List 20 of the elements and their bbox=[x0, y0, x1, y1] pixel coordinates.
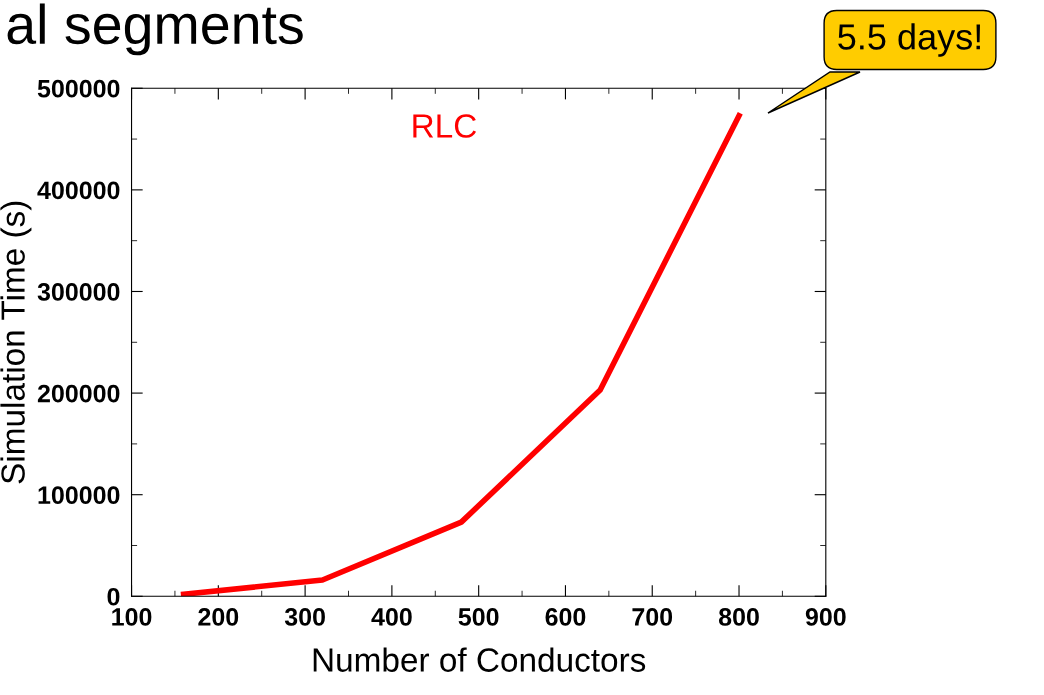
x-tick-label: 200 bbox=[198, 608, 239, 626]
chart-title: al segments bbox=[7, 3, 303, 56]
x-tick-label: 600 bbox=[545, 608, 586, 626]
x-tick-label: 700 bbox=[632, 608, 673, 626]
y-tick-label: 0 bbox=[107, 587, 120, 606]
y-tick-label: 400000 bbox=[37, 181, 120, 200]
y-tick-label: 300000 bbox=[37, 283, 120, 301]
text: 5.5 days! bbox=[838, 23, 980, 57]
y-axis-title: Simulation Time (s) bbox=[0, 201, 32, 484]
y-tick-label: 100000 bbox=[38, 486, 120, 505]
x-tick-label: 400 bbox=[371, 608, 412, 626]
x-tick-label: 900 bbox=[805, 608, 846, 626]
x-tick-label: 800 bbox=[718, 608, 759, 626]
y-tick-label: 500000 bbox=[37, 79, 120, 98]
x-tick-label: 300 bbox=[284, 608, 325, 626]
x-tick-label: 500 bbox=[458, 608, 499, 626]
text: RLC bbox=[413, 114, 477, 138]
y-tick-label: 200000 bbox=[37, 384, 120, 403]
x-axis-title: Number of Conductors bbox=[313, 647, 646, 672]
x-tick-label: 100 bbox=[112, 608, 152, 626]
